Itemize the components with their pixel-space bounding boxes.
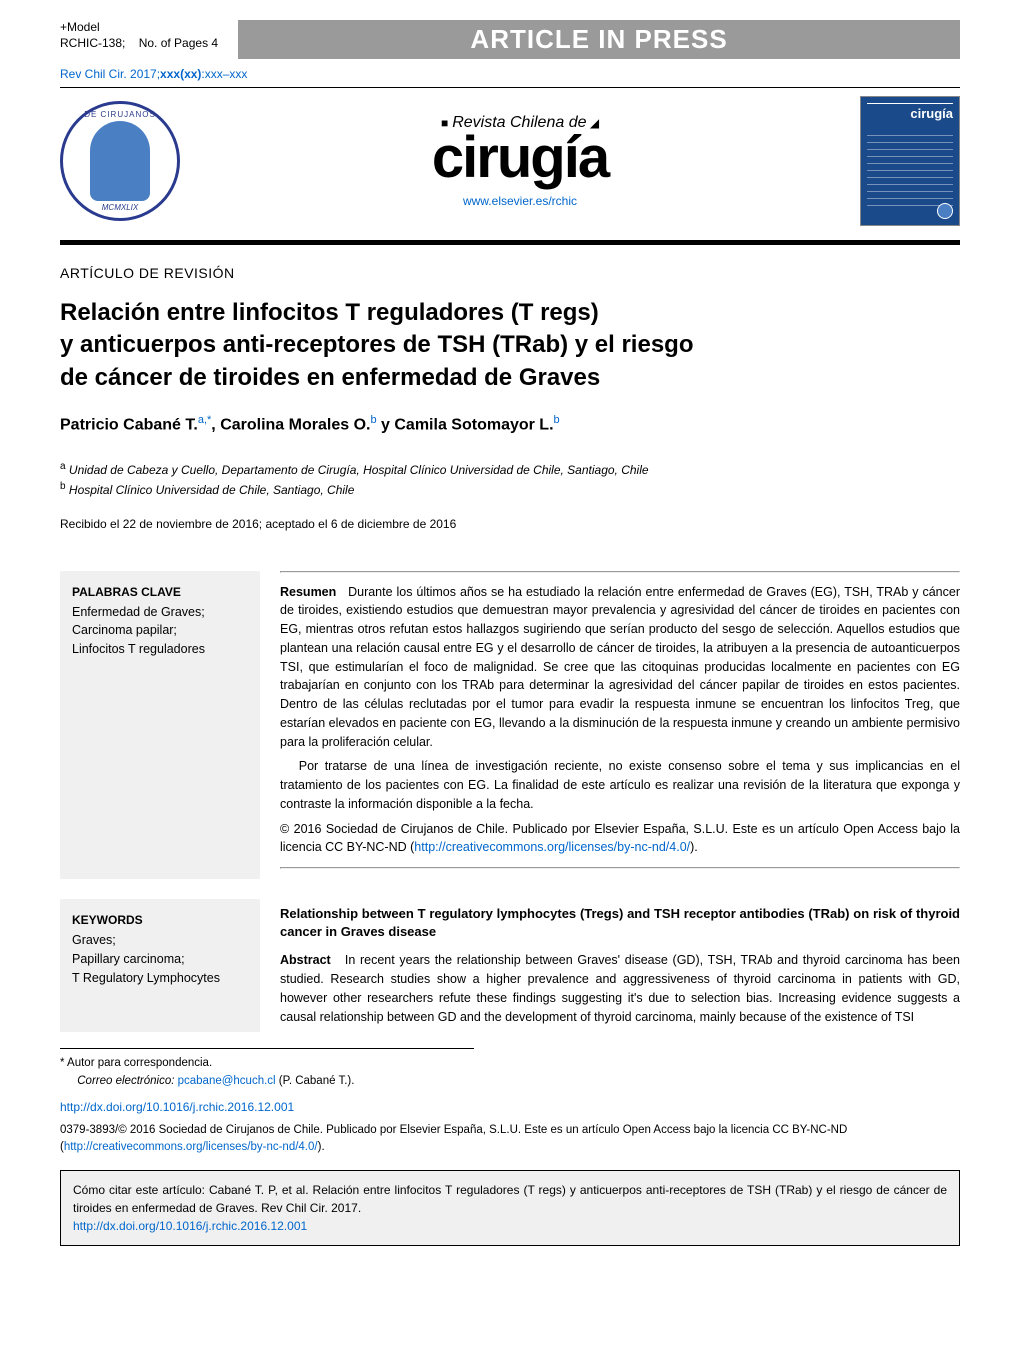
keywords-es-box: PALABRAS CLAVE Enfermedad de Graves; Car… xyxy=(60,571,260,880)
keywords-es-heading: PALABRAS CLAVE xyxy=(72,585,248,599)
author-3: Camila Sotomayor L. xyxy=(394,417,553,434)
keywords-es-list: Enfermedad de Graves; Carcinoma papilar;… xyxy=(72,603,248,659)
keywords-en-heading: KEYWORDS xyxy=(72,913,248,927)
author-1: Patricio Cabané T. xyxy=(60,417,198,434)
citation-prefix: Rev Chil Cir. 2017; xyxy=(60,67,160,81)
footer-copyright: 0379-3893/© 2016 Sociedad de Cirujanos d… xyxy=(60,1122,960,1157)
doc-id: RCHIC-138; xyxy=(60,36,125,50)
abstract-es-rule xyxy=(280,571,960,573)
title-line-1: Relación entre linfocitos T reguladores … xyxy=(60,299,599,326)
abstract-es-copyright-end: ). xyxy=(690,840,698,854)
society-arc-bottom: MCMXLIX xyxy=(63,203,177,212)
abstract-es-text: Durante los últimos años se ha estudiado… xyxy=(280,585,960,749)
journal-title-block: Revista Chilena de cirugía www.elsevier.… xyxy=(180,114,860,208)
keywords-en-box: KEYWORDS Graves; Papillary carcinoma; T … xyxy=(60,899,260,1032)
cover-thumbnail: cirugía xyxy=(860,96,960,226)
footer-copyright-end: ). xyxy=(318,1141,325,1153)
abstract-es-copyright: © 2016 Sociedad de Cirujanos de Chile. P… xyxy=(280,820,960,858)
cite-text: Cómo citar este artículo: Cabané T. P, e… xyxy=(73,1183,947,1215)
abstract-es: Resumen Durante los últimos años se ha e… xyxy=(280,571,960,880)
society-logo-shield-icon xyxy=(90,121,150,201)
cover-thumb-lines-icon xyxy=(867,129,953,209)
doi-link[interactable]: http://dx.doi.org/10.1016/j.rchic.2016.1… xyxy=(60,1100,960,1114)
abstract-en-title: Relationship between T regulatory lympho… xyxy=(280,905,960,941)
abstract-es-body2: Por tratarse de una línea de investigaci… xyxy=(280,757,960,813)
article-type: ARTÍCULO DE REVISIÓN xyxy=(60,265,960,281)
author-1-sup: a,* xyxy=(198,414,211,426)
cover-thumb-seal-icon xyxy=(937,203,953,219)
authors: Patricio Cabané T.a,*, Carolina Morales … xyxy=(60,414,960,434)
top-header: +Model RCHIC-138; No. of Pages 4 ARTICLE… xyxy=(60,20,960,59)
affiliation-a: Unidad de Cabeza y Cuello, Departamento … xyxy=(69,463,649,477)
license-link-es[interactable]: http://creativecommons.org/licenses/by-n… xyxy=(414,840,690,854)
keywords-en-list: Graves; Papillary carcinoma; T Regulator… xyxy=(72,931,248,987)
pages-label: No. of Pages 4 xyxy=(139,36,218,50)
cite-doi-link[interactable]: http://dx.doi.org/10.1016/j.rchic.2016.1… xyxy=(73,1219,307,1233)
email-label: Correo electrónico: xyxy=(77,1075,177,1087)
journal-header: DE CIRUJANOS MCMXLIX Revista Chilena de … xyxy=(60,88,960,234)
title-line-2: y anticuerpos anti-receptores de TSH (TR… xyxy=(60,331,694,358)
citation-line: Rev Chil Cir. 2017;xxx(xx):xxx–xxx xyxy=(60,67,960,81)
abstract-en: Relationship between T regulatory lympho… xyxy=(280,899,960,1032)
email-author: (P. Cabané T.). xyxy=(276,1075,355,1087)
article-title: Relación entre linfocitos T reguladores … xyxy=(60,297,960,394)
title-line-3: de cáncer de tiroides en enfermedad de G… xyxy=(60,364,600,391)
affiliation-b: Hospital Clínico Universidad de Chile, S… xyxy=(69,483,354,497)
abstract-en-label: Abstract xyxy=(280,953,331,967)
sep2: y xyxy=(377,417,395,434)
footnotes: * Autor para correspondencia. Correo ele… xyxy=(60,1048,474,1090)
footer-license-link[interactable]: http://creativecommons.org/licenses/by-n… xyxy=(64,1141,318,1153)
email-line: Correo electrónico: pcabane@hcuch.cl (P.… xyxy=(60,1073,474,1090)
journal-url-link[interactable]: www.elsevier.es/rchic xyxy=(180,194,860,208)
email-link[interactable]: pcabane@hcuch.cl xyxy=(178,1075,276,1087)
abstract-en-text: In recent years the relationship between… xyxy=(280,953,960,1023)
article-in-press-banner: ARTICLE IN PRESS xyxy=(238,20,960,59)
abstract-es-label: Resumen xyxy=(280,585,336,599)
cite-box: Cómo citar este artículo: Cabané T. P, e… xyxy=(60,1170,960,1246)
journal-main-title: cirugía xyxy=(180,132,860,184)
abstract-es-body: Resumen Durante los últimos años se ha e… xyxy=(280,583,960,752)
rule-thick xyxy=(60,240,960,245)
abstract-en-body: Abstract In recent years the relationshi… xyxy=(280,951,960,1026)
citation-pages: :xxx–xxx xyxy=(201,67,247,81)
model-tag: +Model RCHIC-138; No. of Pages 4 xyxy=(60,20,218,51)
abstract-grid: PALABRAS CLAVE Enfermedad de Graves; Car… xyxy=(60,571,960,1033)
corresponding-author: * Autor para correspondencia. xyxy=(60,1055,474,1072)
model-label: +Model xyxy=(60,20,100,34)
affiliations: a Unidad de Cabeza y Cuello, Departament… xyxy=(60,459,960,499)
society-arc-top: DE CIRUJANOS xyxy=(63,110,177,119)
article-dates: Recibido el 22 de noviembre de 2016; ace… xyxy=(60,517,960,531)
citation-vol: xxx(xx) xyxy=(160,67,201,81)
author-2: Carolina Morales O. xyxy=(220,417,370,434)
cover-thumb-title: cirugía xyxy=(867,103,953,121)
author-3-sup: b xyxy=(554,414,560,426)
sep1: , xyxy=(211,417,220,434)
abstract-es-rule-bottom xyxy=(280,867,960,869)
society-logo: DE CIRUJANOS MCMXLIX xyxy=(60,101,180,221)
